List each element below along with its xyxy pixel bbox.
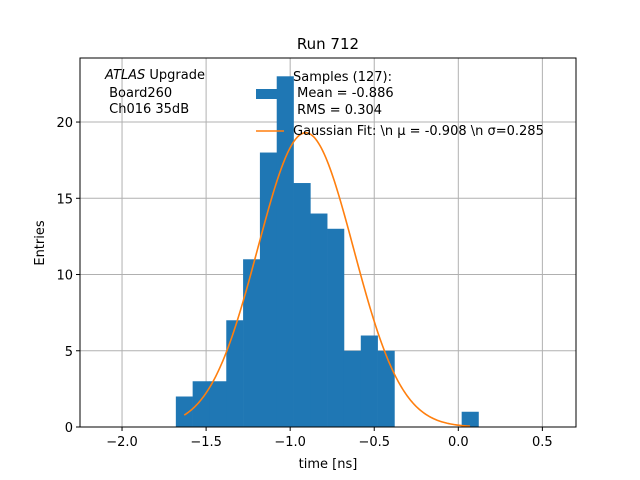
board-label: Board260: [105, 86, 172, 101]
histogram-bar: [293, 183, 311, 427]
histogram-bars: [175, 76, 479, 428]
x-ticks: −2.0 −1.5 −1.0 −0.5 0.0 0.5: [106, 427, 553, 450]
y-ticks: 0 5 10 15 20: [56, 116, 80, 436]
histogram-bar: [377, 350, 395, 427]
legend-samples-line-2: Mean = -0.886: [293, 86, 394, 101]
x-tick-label: 0.5: [532, 435, 553, 450]
x-tick-label: −0.5: [358, 435, 390, 450]
histogram-bar: [192, 381, 210, 427]
legend-samples-line-3: RMS = 0.304: [293, 103, 382, 118]
x-tick-label: −2.0: [106, 435, 138, 450]
upgrade-label: Upgrade: [145, 68, 205, 83]
x-tick-label: −1.5: [190, 435, 222, 450]
svg-text:ATLAS Upgrade: ATLAS Upgrade: [104, 68, 205, 83]
y-tick-label: 15: [56, 192, 73, 207]
histogram-bar: [226, 320, 244, 427]
histogram-bar: [360, 335, 378, 427]
x-tick-label: 0.0: [448, 435, 469, 450]
histogram-bar: [243, 259, 261, 427]
gaussian-fit-line: [183, 131, 471, 427]
legend-samples-line-1: Samples (127):: [293, 70, 392, 85]
y-tick-label: 10: [56, 269, 73, 284]
atlas-annotation: ATLAS Upgrade Board260 Ch016 35dB: [104, 68, 205, 117]
y-tick-label: 0: [65, 421, 73, 436]
legend-fit-label: Gaussian Fit: \n μ = -0.908 \n σ=0.285: [293, 124, 544, 139]
histogram-bar: [310, 213, 328, 427]
histogram-bar: [461, 411, 479, 427]
histogram-bar: [276, 76, 294, 428]
y-tick-label: 20: [56, 116, 73, 131]
plot-frame: [79, 57, 577, 428]
legend: Samples (127): Mean = -0.886 RMS = 0.304…: [256, 70, 544, 139]
histogram-bar: [209, 381, 227, 427]
chart-title: Run 712: [297, 35, 359, 53]
x-tick-label: −1.0: [274, 435, 306, 450]
legend-samples-swatch: [256, 89, 284, 99]
histogram-bar: [259, 152, 278, 428]
histogram-bar: [175, 396, 193, 427]
channel-label: Ch016 35dB: [105, 102, 189, 117]
y-tick-label: 5: [65, 345, 73, 360]
y-axis-label: Entries: [33, 220, 48, 266]
atlas-label: ATLAS: [104, 68, 145, 83]
x-axis-label: time [ns]: [299, 457, 358, 472]
histogram-bar: [343, 350, 362, 427]
histogram-bar: [327, 228, 345, 427]
